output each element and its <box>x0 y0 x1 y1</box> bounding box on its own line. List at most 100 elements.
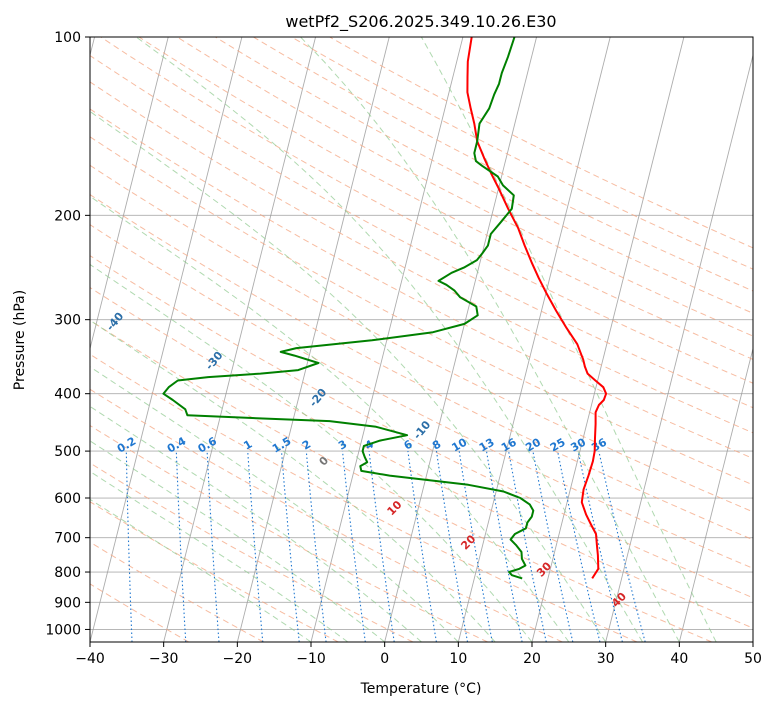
y-axis-ticks: 100 200 300 400 500 600 700 800 900 1000 <box>45 30 90 638</box>
dry-adiabat-label: -50 <box>7 267 30 291</box>
isotherm <box>384 37 538 642</box>
x-tick-label: −40 <box>75 651 105 667</box>
mixing-ratio-line <box>206 451 220 642</box>
profile-lines <box>162 37 608 580</box>
mixing-ratio-line <box>598 450 646 642</box>
chart-title: wetPf2_S206.2025.349.10.26.E30 <box>285 12 556 32</box>
x-tick-label: 10 <box>449 651 467 667</box>
dry-adiabat <box>100 37 753 384</box>
dry-adiabat <box>90 164 753 513</box>
isotherm <box>163 37 317 642</box>
mixing-ratio-line <box>577 450 623 642</box>
dry-adiabat <box>176 37 753 337</box>
x-axis-ticks: −40 −30 −20 −10 0 10 20 30 40 50 <box>75 642 762 667</box>
dry-adiabat <box>90 136 753 486</box>
dry-adiabat-label: -30 <box>203 349 226 373</box>
mixing-ratio-line <box>305 451 327 642</box>
mixing-ratio-label: 0.6 <box>196 434 220 455</box>
mixing-ratio-line <box>175 451 187 642</box>
mixing-ratio-line <box>532 450 574 642</box>
temperature-line <box>466 37 608 579</box>
dry-adiabat-label: -10 <box>411 418 434 442</box>
mixing-ratio-label: 3 <box>336 438 349 453</box>
x-axis-label: Temperature (°C) <box>360 681 482 697</box>
isotherm <box>752 640 753 642</box>
isotherm <box>531 37 685 642</box>
y-tick-label: 100 <box>54 30 81 46</box>
mixing-ratio-label: 1 <box>241 438 254 453</box>
x-tick-label: 50 <box>744 651 762 667</box>
plot-frame <box>89 36 754 643</box>
dry-adiabat <box>90 541 264 642</box>
moist-adiabat <box>90 195 570 642</box>
mixing-ratio-label: 1.5 <box>270 435 293 456</box>
mixing-ratio-label: 36 <box>589 435 609 454</box>
moist-adiabat <box>90 110 607 642</box>
dry-adiabat <box>90 462 414 642</box>
isotherm <box>605 53 753 642</box>
mixing-ratio-line <box>247 451 264 642</box>
mixing-ratio-line <box>557 450 601 642</box>
moist-adiabat <box>90 405 422 642</box>
dry-adiabat <box>90 319 712 642</box>
x-tick-label: −10 <box>296 651 326 667</box>
isotherm <box>236 37 390 642</box>
mixing-ratio-label: 13 <box>477 436 497 455</box>
mixing-ratio-label: 16 <box>499 435 519 454</box>
moist-adiabat <box>90 470 349 642</box>
moist-adiabat-label: 40 <box>609 590 629 610</box>
dry-adiabat <box>90 108 753 459</box>
dry-adiabat <box>90 194 753 541</box>
dry-adiabat <box>90 255 753 599</box>
y-tick-label: 200 <box>54 208 81 224</box>
dry-adiabat <box>90 81 753 434</box>
x-tick-label: 40 <box>670 651 688 667</box>
mixing-ratio-line <box>341 451 366 642</box>
x-tick-label: 0 <box>380 651 389 667</box>
isotherm <box>678 346 753 642</box>
y-tick-label: 800 <box>54 565 81 581</box>
isotherm <box>90 37 169 351</box>
moist-adiabat <box>90 263 533 642</box>
y-tick-label: 300 <box>54 313 81 329</box>
dry-adiabat <box>215 37 753 314</box>
y-tick-label: 400 <box>54 387 81 403</box>
dry-adiabat <box>90 353 638 642</box>
isotherm <box>90 37 243 642</box>
moist-adiabat <box>90 366 459 642</box>
mixing-ratio-line <box>280 451 300 642</box>
moist-adiabat-label: 30 <box>534 559 554 579</box>
background-lines <box>90 37 753 642</box>
isotherm <box>457 37 611 642</box>
x-tick-label: −30 <box>149 651 179 667</box>
x-tick-label: −20 <box>223 651 253 667</box>
dry-adiabat-label: -40 <box>104 310 127 334</box>
dry-adiabat <box>138 37 753 360</box>
moist-adiabat-label: 20 <box>458 532 478 552</box>
x-tick-label: 20 <box>523 651 541 667</box>
y-tick-label: 600 <box>54 491 81 507</box>
moist-adiabat <box>300 37 680 642</box>
dry-adiabat-label: -20 <box>307 386 330 410</box>
y-axis-label: Pressure (hPa) <box>12 290 28 390</box>
moist-adiabat-label: 10 <box>385 498 405 518</box>
mixing-ratio-line <box>407 451 437 642</box>
y-tick-label: 900 <box>54 595 81 611</box>
y-tick-label: 1000 <box>45 622 81 638</box>
moist-adiabat <box>135 37 643 642</box>
moist-adiabat-label: 0 <box>317 454 332 469</box>
dry-adiabat <box>90 54 753 409</box>
mixing-ratio-label: 8 <box>430 438 443 453</box>
x-tick-label: 30 <box>597 651 615 667</box>
mixing-ratio-label: 10 <box>450 435 470 454</box>
y-tick-label: 700 <box>54 531 81 547</box>
moist-adiabat <box>90 319 496 642</box>
mixing-ratio-line <box>508 451 547 642</box>
dewpoint-line <box>162 37 535 580</box>
moist-adiabat <box>90 440 386 642</box>
moist-adiabat <box>420 37 717 642</box>
mixing-ratio-line <box>368 451 395 642</box>
mixing-ratio-label: 20 <box>523 435 543 454</box>
dry-adiabat <box>90 224 753 569</box>
